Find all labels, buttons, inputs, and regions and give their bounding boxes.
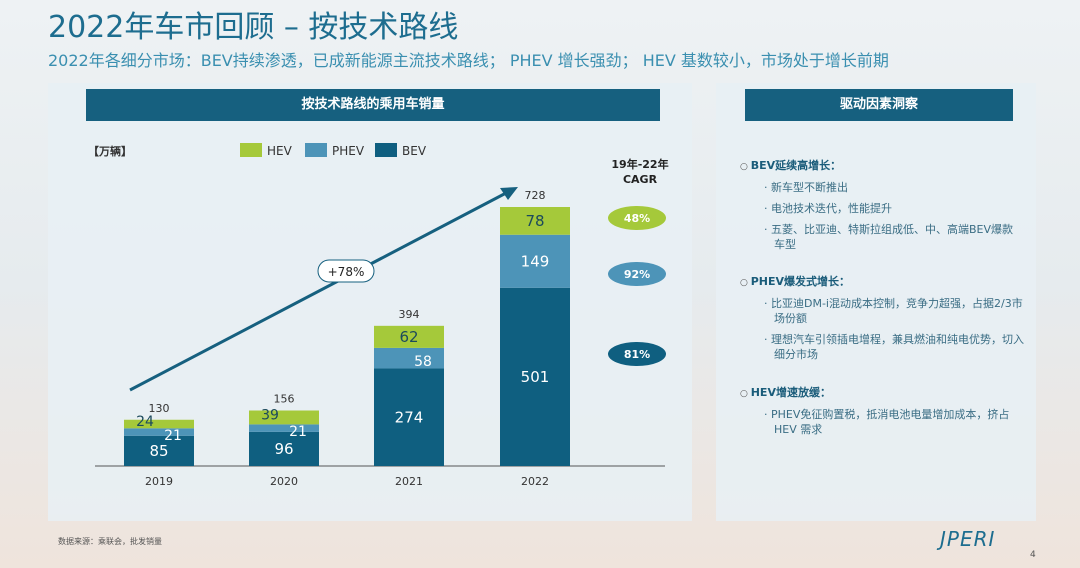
page-title: 2022年车市回顾 – 按技术路线 <box>48 10 459 45</box>
cagr-badge-hev <box>608 206 666 230</box>
source-note: 数据来源：乘联会，批发销量 <box>58 537 162 546</box>
page-number: 4 <box>1030 550 1036 560</box>
total-label: 728 <box>525 189 546 202</box>
unit-label: 【万辆】 <box>88 144 132 158</box>
bullet: 新车型不断推出 <box>764 180 1024 195</box>
data-label-bev: 501 <box>521 368 550 386</box>
x-tick-label: 2021 <box>395 475 423 488</box>
section-heading: HEV增速放缓： <box>740 384 1024 400</box>
data-label-phev: 149 <box>521 252 550 270</box>
section-bev: BEV延续高增长： 新车型不断推出电池技术迭代，性能提升五菱、比亚迪、特斯拉组成… <box>740 157 1024 258</box>
arrow-head-icon <box>500 187 518 200</box>
chart-header: 按技术路线的乘用车销量 <box>86 89 660 121</box>
legend-swatch-phev <box>305 143 327 157</box>
cagr-value: 48% <box>624 212 650 225</box>
bullet: PHEV免征购置税，抵消电池电量增加成本，挤占 HEV 需求 <box>764 407 1024 437</box>
section-hev: HEV增速放缓： PHEV免征购置税，抵消电池电量增加成本，挤占 HEV 需求 <box>740 384 1024 443</box>
cagr-value: 92% <box>624 268 650 281</box>
cagr-title: CAGR <box>623 173 658 186</box>
data-label-hev: 24 <box>136 414 154 430</box>
bar-bev-2021 <box>374 368 444 466</box>
x-tick-label: 2022 <box>521 475 549 488</box>
legend-swatch-hev <box>240 143 262 157</box>
legend-swatch-bev <box>375 143 397 157</box>
bar-phev-2021 <box>374 347 444 369</box>
data-label-bev: 96 <box>274 440 293 458</box>
cagr-badge-phev <box>608 262 666 286</box>
bar-hev-2020 <box>249 410 319 425</box>
annotation-label: +78% <box>328 265 365 279</box>
total-label: 394 <box>399 308 420 321</box>
total-label: 156 <box>274 393 295 406</box>
bar-phev-2019 <box>124 428 194 436</box>
bar-bev-2019 <box>124 435 194 466</box>
growth-arrow <box>129 190 509 392</box>
data-label-phev: 21 <box>164 428 182 444</box>
bar-hev-2022 <box>500 207 570 235</box>
total-label: 130 <box>149 402 170 415</box>
data-label-hev: 39 <box>261 407 279 423</box>
data-label-hev: 78 <box>525 212 544 230</box>
legend-label-bev: BEV <box>402 144 427 158</box>
x-tick-label: 2019 <box>145 475 173 488</box>
section-heading: BEV延续高增长： <box>740 157 1024 173</box>
bar-bev-2022 <box>500 287 570 466</box>
bar-bev-2020 <box>249 431 319 466</box>
x-tick-label: 2020 <box>270 475 298 488</box>
bar-hev-2021 <box>374 325 444 348</box>
legend-label-hev: HEV <box>267 144 293 158</box>
cagr-badge-bev <box>608 342 666 366</box>
bullet: 比亚迪DM-i混动成本控制，竞争力超强，占据2/3市场份额 <box>764 296 1024 326</box>
cagr-title: 19年-22年 <box>611 157 668 171</box>
cagr-value: 81% <box>624 348 650 361</box>
logo: JPERI <box>940 527 996 551</box>
insight-header: 驱动因素洞察 <box>745 89 1013 121</box>
data-label-phev: 21 <box>289 424 307 440</box>
section-phev: PHEV爆发式增长： 比亚迪DM-i混动成本控制，竞争力超强，占据2/3市场份额… <box>740 273 1024 368</box>
section-heading: PHEV爆发式增长： <box>740 273 1024 289</box>
bar-phev-2020 <box>249 424 319 432</box>
bullet: 电池技术迭代，性能提升 <box>764 201 1024 216</box>
bullet: 理想汽车引领插电增程，兼具燃油和纯电优势，切入细分市场 <box>764 332 1024 362</box>
page-subtitle: 2022年各细分市场：BEV持续渗透，已成新能源主流技术路线； PHEV 增长强… <box>48 51 889 70</box>
data-label-bev: 274 <box>395 408 424 426</box>
data-label-bev: 85 <box>149 442 168 460</box>
data-label-phev: 58 <box>414 354 432 370</box>
annotation-badge <box>317 259 375 283</box>
legend-label-phev: PHEV <box>332 144 365 158</box>
data-label-hev: 62 <box>399 328 418 346</box>
bar-phev-2022 <box>500 234 570 288</box>
bullet: 五菱、比亚迪、特斯拉组成低、中、高端BEV爆款车型 <box>764 222 1024 252</box>
bar-hev-2019 <box>124 419 194 429</box>
